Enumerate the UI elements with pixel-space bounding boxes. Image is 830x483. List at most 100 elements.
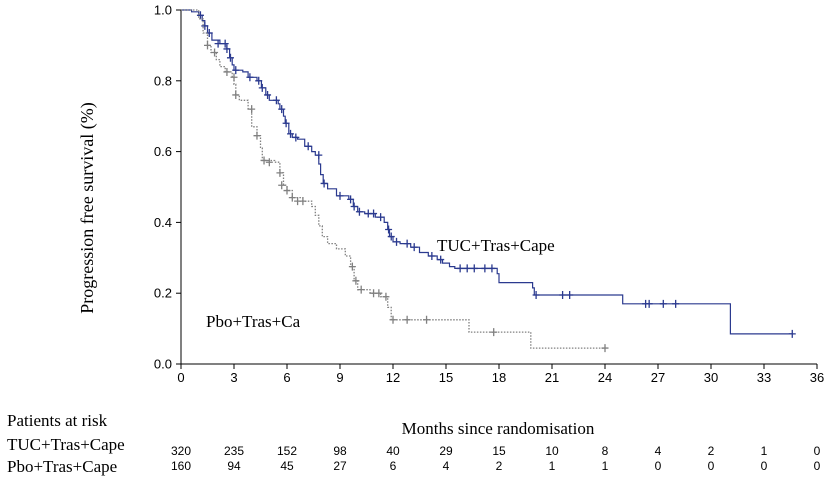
censor-mark (347, 195, 355, 204)
series-tuc (181, 9, 796, 338)
censor-mark (428, 252, 436, 261)
censor-mark (659, 299, 667, 308)
y-tick-label: 0.4 (154, 215, 172, 230)
risk-row-label-pbo: Pbo+Tras+Cape (7, 457, 117, 476)
x-axis-label: Months since randomisation (402, 419, 595, 438)
risk-count: 0 (655, 459, 662, 473)
censor-mark (488, 264, 496, 273)
censor-mark (283, 186, 291, 195)
censor-mark (304, 142, 312, 151)
risk-count: 4 (655, 444, 662, 458)
risk-count: 235 (224, 444, 244, 458)
censor-mark (232, 90, 240, 99)
x-tick-label: 36 (810, 370, 824, 385)
censor-mark (437, 255, 445, 264)
risk-count: 320 (171, 444, 191, 458)
censor-mark (278, 105, 286, 114)
censor-mark (299, 197, 307, 206)
y-tick-label: 0.6 (154, 144, 172, 159)
censor-mark (204, 41, 211, 50)
censor-mark (226, 53, 234, 62)
risk-count: 1 (549, 459, 556, 473)
censor-mark (320, 179, 328, 188)
censor-mark (248, 105, 256, 114)
censor-mark (336, 191, 344, 200)
censor-mark (456, 264, 464, 273)
risk-count: 1 (761, 444, 768, 458)
censor-mark (276, 168, 284, 177)
x-tick-label: 12 (386, 370, 400, 385)
risk-row-label-tuc: TUC+Tras+Cape (7, 435, 125, 454)
risk-count: 40 (386, 444, 400, 458)
risk-count: 0 (814, 459, 821, 473)
risk-count: 0 (761, 459, 768, 473)
censor-mark (481, 264, 489, 273)
y-tick-label: 0.0 (154, 357, 172, 372)
x-tick-label: 9 (336, 370, 343, 385)
risk-table-header: Patients at risk (7, 411, 108, 430)
censor-mark (566, 290, 574, 299)
risk-count: 6 (390, 459, 397, 473)
censor-mark (264, 90, 272, 99)
x-tick-label: 6 (283, 370, 290, 385)
censor-mark (387, 232, 395, 241)
y-axis-label: Progression free survival (%) (77, 102, 98, 313)
series-pbo (181, 9, 609, 353)
axes: 0 3 6 9 12 15 18 21 24 27 30 33 360.00.20.40.60.81.0 (154, 3, 824, 386)
censor-mark (601, 344, 609, 353)
censor-mark (355, 207, 363, 216)
censor-mark (403, 315, 411, 324)
x-tick-label: 33 (757, 370, 771, 385)
y-tick-label: 0.2 (154, 286, 172, 301)
risk-count: 45 (280, 459, 294, 473)
risk-count: 0 (814, 444, 821, 458)
censor-mark (211, 48, 219, 57)
censor-mark (288, 193, 296, 202)
series-label-tuc: TUC+Tras+Cape (437, 236, 555, 255)
x-tick-label: 21 (545, 370, 559, 385)
x-tick-label: 3 (230, 370, 237, 385)
risk-count: 0 (708, 459, 715, 473)
censor-mark (470, 264, 478, 273)
survival-curve (181, 9, 793, 335)
censor-mark (385, 225, 393, 234)
survival-curve (181, 9, 605, 349)
x-tick-label: 24 (598, 370, 612, 385)
x-tick-label: 30 (704, 370, 718, 385)
censor-mark (490, 328, 498, 337)
censor-mark (265, 158, 273, 167)
risk-count: 94 (227, 459, 241, 473)
x-tick-label: 15 (439, 370, 453, 385)
censor-mark (403, 239, 411, 248)
censor-mark (393, 237, 401, 246)
censor-mark (223, 44, 231, 53)
censor-mark (292, 133, 300, 142)
censor-mark (672, 299, 680, 308)
censor-mark (410, 243, 418, 252)
y-tick-label: 0.8 (154, 73, 172, 88)
censor-mark (559, 290, 567, 299)
risk-count: 2 (496, 459, 503, 473)
risk-count: 4 (443, 459, 450, 473)
risk-count: 2 (708, 444, 715, 458)
censor-mark (382, 292, 390, 301)
risk-count: 27 (333, 459, 347, 473)
risk-count: 15 (492, 444, 506, 458)
censor-mark (214, 39, 222, 48)
series-label-pbo: Pbo+Tras+Ca (206, 312, 301, 331)
risk-count: 8 (602, 444, 609, 458)
censor-mark (377, 213, 385, 222)
survival-curves (181, 9, 796, 353)
risk-count: 10 (545, 444, 559, 458)
censor-mark (315, 151, 323, 160)
y-tick-label: 1.0 (154, 3, 172, 18)
x-tick-label: 27 (651, 370, 665, 385)
censor-mark (350, 202, 358, 211)
chart-labels: Progression free survival (%) TUC+Tras+C… (77, 102, 555, 331)
censor-mark (258, 83, 266, 92)
censor-mark (370, 209, 378, 218)
censor-mark (230, 73, 238, 82)
risk-count: 29 (439, 444, 453, 458)
censor-mark (788, 329, 796, 338)
